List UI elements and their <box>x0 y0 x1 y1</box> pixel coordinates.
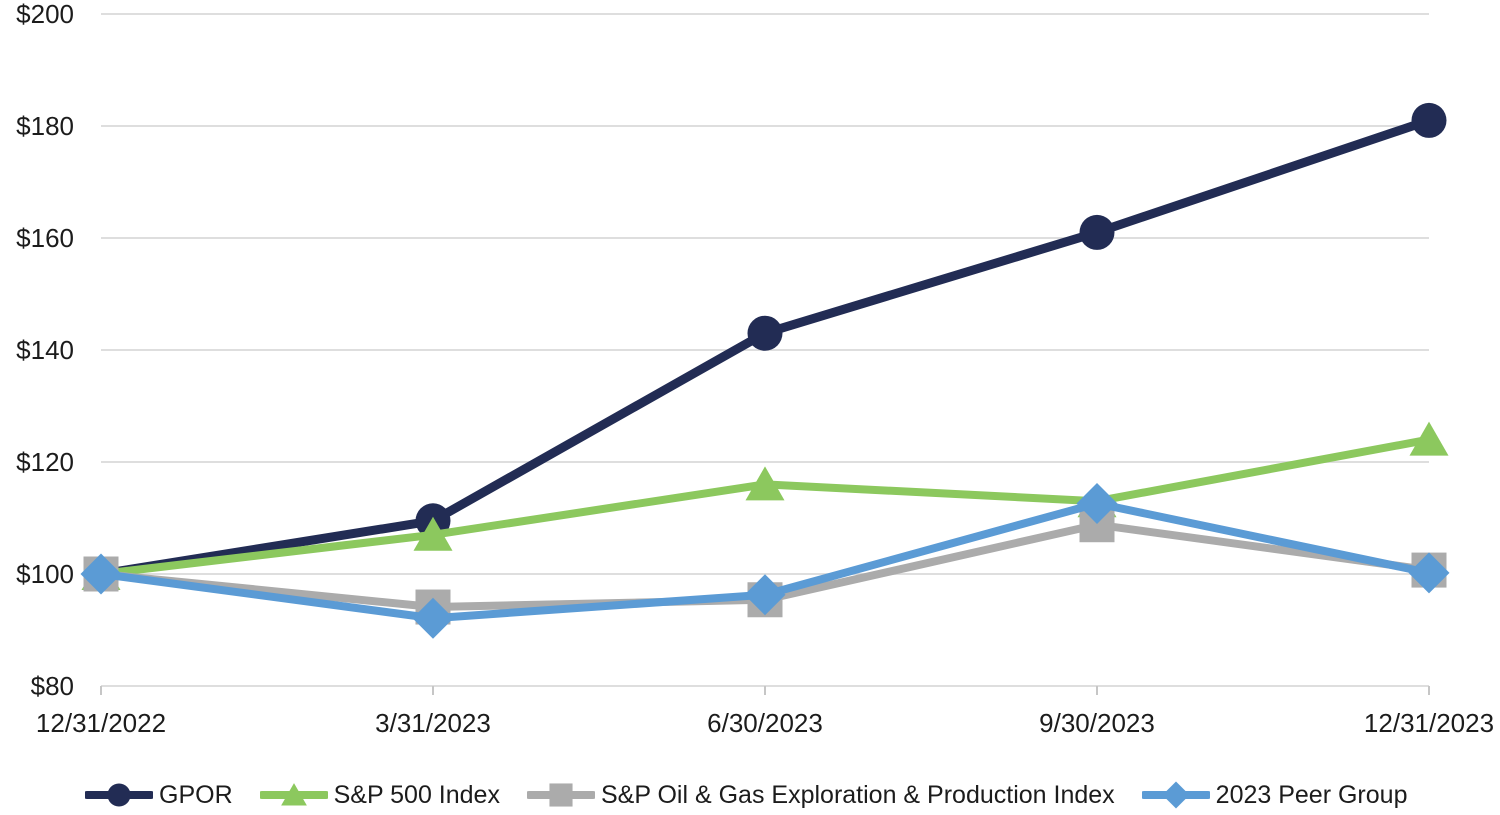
legend-item-peer-group: 2023 Peer Group <box>1141 777 1408 813</box>
y-axis-label: $200 <box>16 0 74 29</box>
y-axis-label: $140 <box>16 335 74 365</box>
legend-marker-peer-group-diamond-icon <box>1141 781 1210 809</box>
y-axis-label: $80 <box>31 671 74 701</box>
legend-marker-sp500-triangle-icon <box>259 783 328 806</box>
x-axis-label: 9/30/2023 <box>1039 708 1155 738</box>
legend-label-sp-oil-gas: S&P Oil & Gas Exploration & Production I… <box>600 781 1115 809</box>
diamond-marker <box>1408 552 1450 594</box>
diamond-marker <box>1162 781 1190 809</box>
legend-label-peer-group: 2023 Peer Group <box>1215 781 1408 809</box>
legend-item-sp500: S&P 500 Index <box>259 777 500 813</box>
x-axis-label: 12/31/2022 <box>36 708 166 738</box>
triangle-marker <box>1409 421 1449 456</box>
x-axis-label: 6/30/2023 <box>707 708 823 738</box>
x-axis-label: 3/31/2023 <box>375 708 491 738</box>
triangle-marker <box>745 466 785 501</box>
legend-label-sp500: S&P 500 Index <box>333 781 500 809</box>
y-axis-label: $120 <box>16 447 74 477</box>
circle-marker <box>1079 214 1115 250</box>
diamond-marker <box>1076 482 1118 524</box>
square-marker <box>549 783 573 807</box>
series-line <box>97 435 1433 578</box>
circle-marker <box>1411 102 1447 138</box>
x-axis-label: 12/31/2023 <box>1364 708 1494 738</box>
series-gpor <box>83 102 1447 592</box>
y-axis-label: $100 <box>16 559 74 589</box>
legend-label-gpor: GPOR <box>159 781 233 809</box>
legend-item-sp-oil-gas: S&P Oil & Gas Exploration & Production I… <box>526 777 1115 813</box>
triangle-marker <box>413 516 453 551</box>
circle-marker <box>747 315 783 351</box>
chart-legend: GPOR S&P 500 Index S&P Oil & Gas Explora… <box>85 777 1407 813</box>
performance-line-chart-plot: $80 $100 $120 $140 $160 $180 $200 12/31/2022 3/3… <box>16 0 1494 738</box>
series-s-p-500-index <box>81 421 1449 590</box>
legend-marker-gpor-circle-icon <box>85 783 153 807</box>
diamond-marker <box>412 597 454 639</box>
series-2023-peer-group <box>80 482 1450 639</box>
y-axis-label: $180 <box>16 111 74 141</box>
diamond-marker <box>80 553 122 595</box>
legend-marker-sp-oil-gas-square-icon <box>526 783 595 807</box>
legend-item-gpor: GPOR <box>85 777 233 813</box>
diamond-marker <box>744 574 786 616</box>
circle-marker <box>107 783 131 807</box>
y-axis-label: $160 <box>16 223 74 253</box>
triangle-marker <box>280 783 307 806</box>
